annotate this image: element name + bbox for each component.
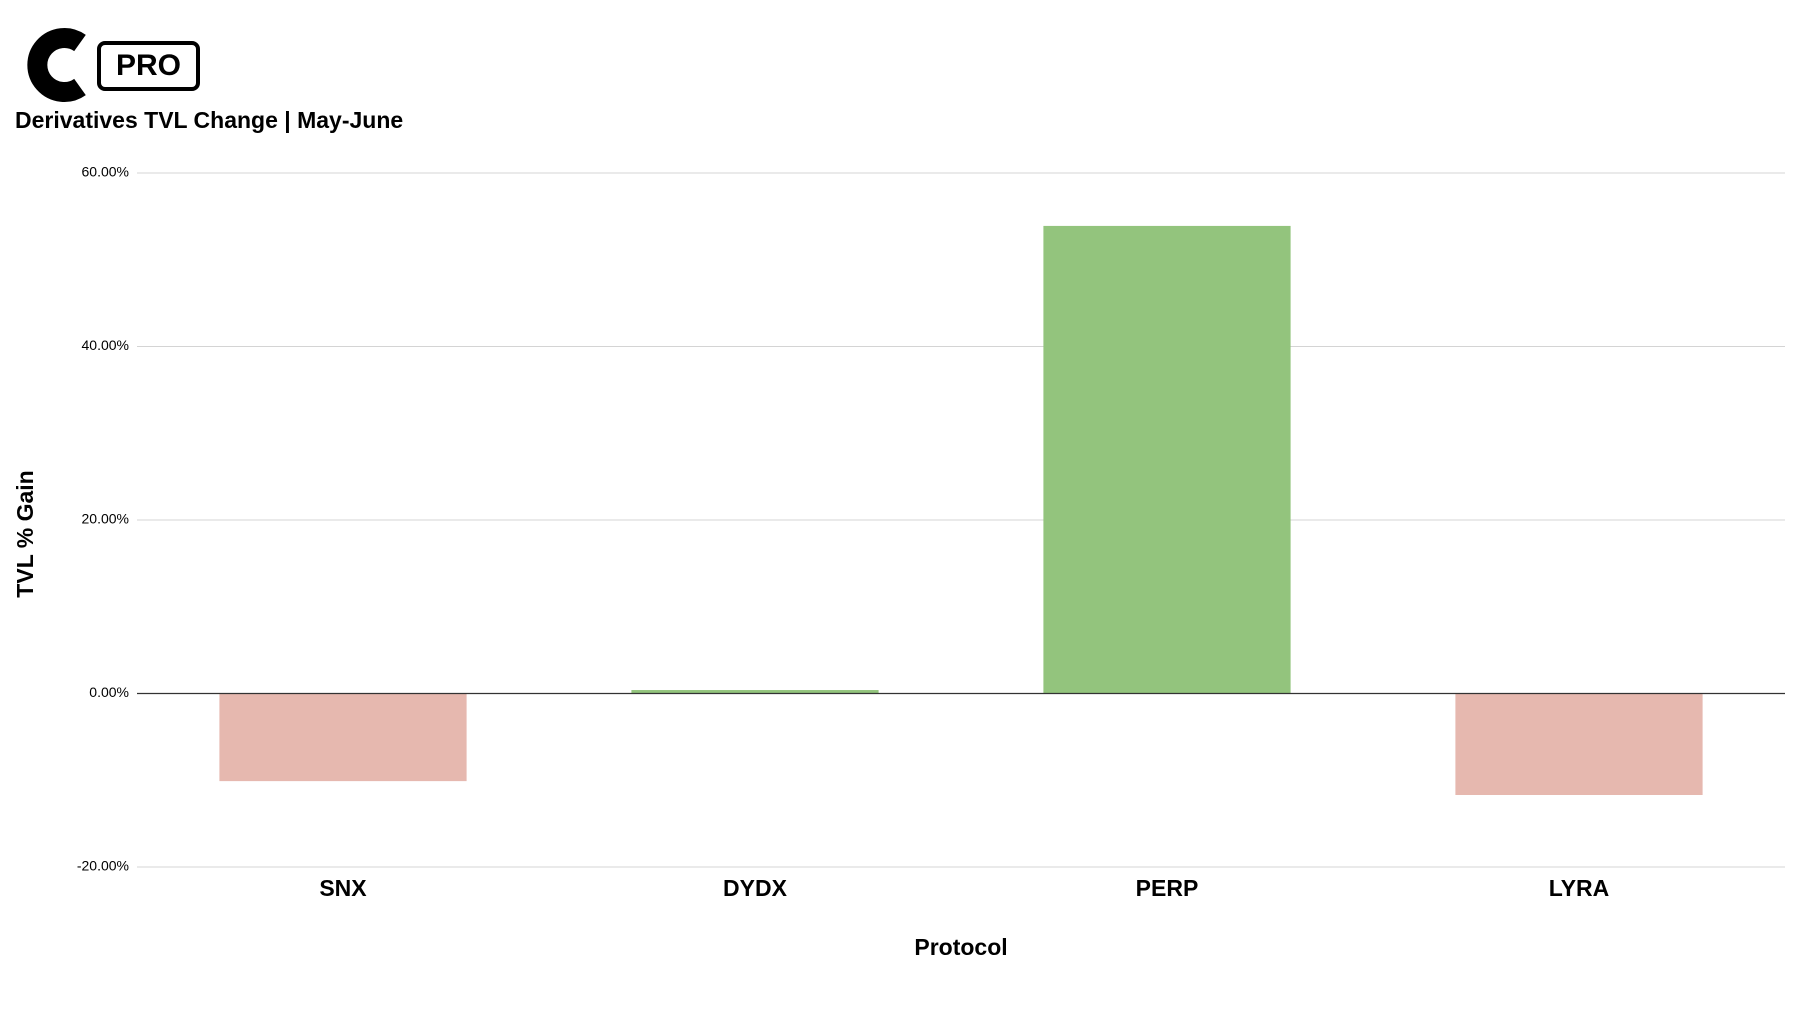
y-tick-label: 0.00% <box>89 684 129 700</box>
bar <box>1455 693 1703 795</box>
y-tick-label: 40.00% <box>82 337 129 353</box>
logo: PRO <box>27 28 200 102</box>
y-tick-label: 60.00% <box>82 164 129 180</box>
x-tick-label: PERP <box>1136 875 1199 901</box>
y-axis-title: TVL % Gain <box>12 470 38 597</box>
logo-box <box>97 41 200 91</box>
x-tick-label: DYDX <box>723 875 788 901</box>
bar <box>1043 225 1291 694</box>
x-axis-title: Protocol <box>914 934 1007 960</box>
y-tick-label: -20.00% <box>77 858 129 874</box>
logo-text: PRO <box>116 49 181 82</box>
bar <box>219 693 467 782</box>
chart-title: Derivatives TVL Change | May-June <box>15 107 403 133</box>
x-tick-label: SNX <box>319 875 367 901</box>
bar <box>631 690 879 694</box>
x-tick-label: LYRA <box>1549 875 1610 901</box>
logo-icon <box>27 28 86 102</box>
y-tick-label: 20.00% <box>82 511 129 527</box>
